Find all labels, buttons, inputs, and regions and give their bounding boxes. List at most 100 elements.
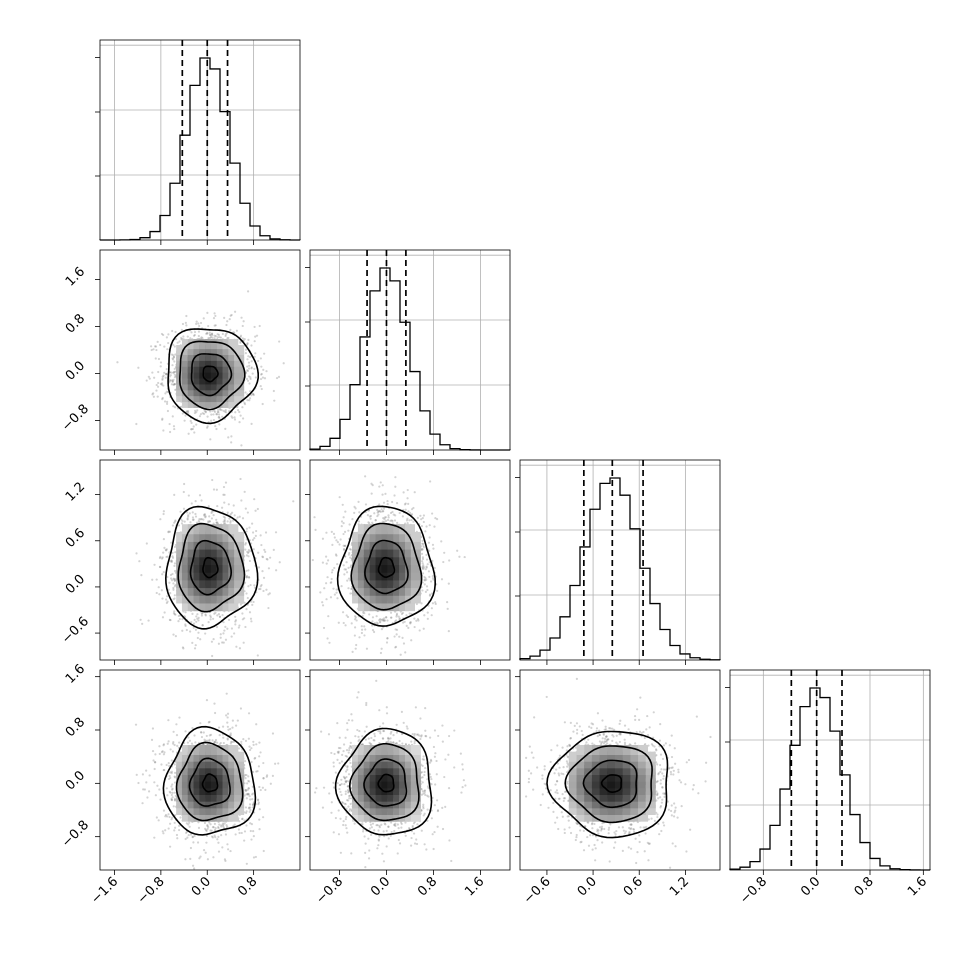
scatter-point [218, 850, 220, 852]
scatter-point [235, 725, 237, 727]
scatter-point [210, 420, 212, 422]
scatter-point [247, 555, 249, 557]
scatter-point [189, 337, 191, 339]
scatter-point [248, 362, 250, 364]
scatter-point [163, 547, 165, 549]
scatter-point [216, 626, 218, 628]
scatter-point [140, 619, 142, 621]
scatter-point [378, 619, 380, 621]
scatter-point [253, 394, 255, 396]
scatter-point [205, 614, 207, 616]
scatter-point [421, 525, 423, 527]
scatter-point [220, 633, 222, 635]
scatter-point [407, 627, 409, 629]
scatter-point [406, 519, 408, 521]
scatter-point [365, 503, 367, 505]
scatter-point [209, 614, 211, 616]
scatter-point [169, 531, 171, 533]
scatter-point [337, 541, 339, 543]
scatter-point [158, 358, 160, 360]
scatter-point [138, 560, 140, 562]
scatter-point [187, 736, 189, 738]
scatter-point [419, 629, 421, 631]
scatter-point [234, 616, 236, 618]
scatter-point [189, 858, 191, 860]
scatter-point [283, 362, 285, 364]
scatter-point [191, 613, 193, 615]
scatter-point [172, 634, 174, 636]
scatter-point [178, 340, 180, 342]
scatter-point [369, 515, 371, 517]
scatter-point [175, 635, 177, 637]
scatter-point [358, 520, 360, 522]
scatter-point [157, 386, 159, 388]
scatter-point [158, 593, 160, 595]
scatter-point [198, 335, 200, 337]
scatter-point [265, 589, 267, 591]
scatter-point [390, 612, 392, 614]
scatter-point [227, 436, 229, 438]
scatter-point [415, 620, 417, 622]
scatter-point [240, 603, 242, 605]
scatter-point [231, 314, 233, 316]
scatter-point [406, 497, 408, 499]
scatter-point [368, 522, 370, 524]
scatter-point [423, 514, 425, 516]
scatter-point [206, 735, 208, 737]
scatter-point [351, 518, 353, 520]
scatter-point [165, 556, 167, 558]
scatter-point [212, 618, 214, 620]
scatter-point [240, 444, 242, 446]
scatter-point [260, 584, 262, 586]
scatter-point [250, 584, 252, 586]
scatter-point [163, 345, 165, 347]
scatter-point [425, 554, 427, 556]
scatter-point [250, 618, 252, 620]
scatter-point [278, 340, 280, 342]
histogram-step [520, 478, 720, 660]
scatter-point [221, 614, 223, 616]
scatter-point [178, 829, 180, 831]
scatter-point [246, 528, 248, 530]
scatter-point [189, 826, 191, 828]
scatter-point [216, 614, 218, 616]
scatter-point [116, 361, 118, 363]
scatter-point [157, 396, 159, 398]
scatter-point [223, 494, 225, 496]
scatter-point [425, 591, 427, 593]
scatter-point [194, 619, 196, 621]
scatter-point [343, 516, 345, 518]
scatter-point [159, 518, 161, 520]
scatter-point [273, 400, 275, 402]
scatter-point [161, 557, 163, 559]
scatter-point [377, 510, 379, 512]
scatter-point [244, 626, 246, 628]
scatter-point [172, 589, 174, 591]
scatter-point [178, 825, 180, 827]
scatter-point [423, 521, 425, 523]
scatter-point [380, 619, 382, 621]
scatter-point [222, 632, 224, 634]
scatter-point [388, 516, 390, 518]
joint-panel-0-3 [100, 670, 300, 880]
scatter-point [174, 822, 176, 824]
scatter-point [172, 344, 174, 346]
scatter-point [174, 613, 176, 615]
scatter-point [251, 523, 253, 525]
scatter-point [273, 549, 275, 551]
scatter-point [214, 315, 216, 317]
scatter-point [165, 377, 167, 379]
scatter-point [216, 838, 218, 840]
scatter-point [355, 648, 357, 650]
scatter-point [433, 526, 435, 528]
scatter-point [346, 571, 348, 573]
scatter-point [375, 519, 377, 521]
scatter-point [244, 543, 246, 545]
scatter-point [262, 369, 264, 371]
scatter-point [172, 372, 174, 374]
scatter-point [370, 518, 372, 520]
scatter-point [263, 353, 265, 355]
scatter-point [208, 515, 210, 517]
scatter-point [328, 642, 330, 644]
